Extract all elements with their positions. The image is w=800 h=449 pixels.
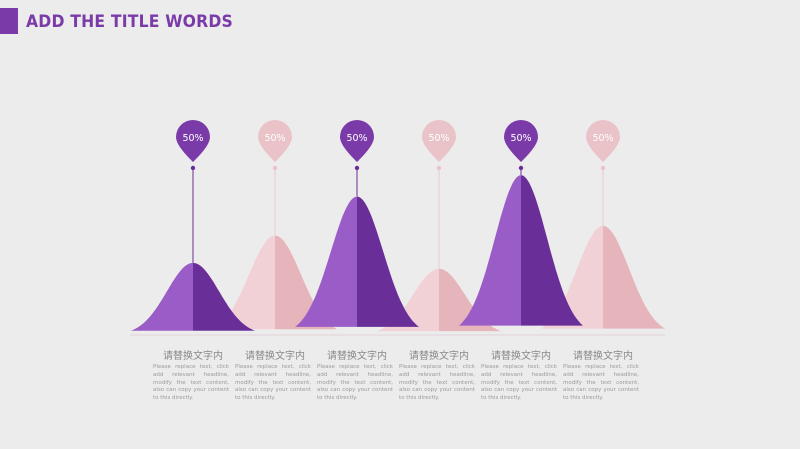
location-pin-icon [504, 120, 538, 162]
connector-dot [190, 165, 196, 171]
column-heading: 请替换文字内 [327, 351, 387, 362]
pin-label: 50% [182, 133, 203, 144]
location-pin-icon [176, 120, 210, 162]
pin-label: 50% [264, 133, 285, 144]
pin-label: 50% [346, 133, 367, 144]
location-pin-icon [340, 120, 374, 162]
page-title: ADD THE TITLE WORDS [26, 12, 233, 32]
column-heading: 请替换文字内 [491, 351, 551, 362]
column-body-text: Please replace text, click add relevant … [481, 364, 557, 402]
connector-dot [600, 165, 606, 171]
location-pin-icon [422, 120, 456, 162]
marker-4: 50% [422, 120, 456, 269]
curve-1 [131, 262, 255, 331]
column-body-text: Please replace text, click add relevant … [399, 364, 475, 402]
title-accent-bar [0, 8, 18, 34]
column-heading: 请替换文字内 [245, 351, 305, 362]
location-pin-icon [586, 120, 620, 162]
pin-label: 50% [428, 133, 449, 144]
marker-6: 50% [586, 120, 620, 226]
column-heading: 请替换文字内 [573, 351, 633, 362]
curve-2 [213, 235, 337, 330]
column-body-text: Please replace text, click add relevant … [563, 364, 639, 402]
pin-label: 50% [592, 133, 613, 144]
connector-dot [354, 165, 360, 171]
curve-3 [295, 196, 419, 327]
marker-3: 50% [340, 120, 374, 197]
marker-1: 50% [176, 120, 210, 263]
location-pin-icon [257, 119, 292, 162]
column-body-text: Please replace text, click add relevant … [153, 364, 229, 402]
column-body-text: Please replace text, click add relevant … [317, 364, 393, 402]
curves [131, 175, 665, 332]
pin-label: 50% [510, 133, 531, 144]
column-heading: 请替换文字内 [409, 351, 469, 362]
marker-5: 50% [504, 120, 538, 176]
curve-6 [541, 225, 665, 329]
column-body-text: Please replace text, click add relevant … [235, 364, 311, 402]
connector-dot [272, 165, 278, 171]
marker-2: 50% [257, 119, 292, 236]
connector-dot [436, 165, 442, 171]
curve-5 [459, 175, 583, 326]
column-heading: 请替换文字内 [163, 351, 223, 362]
connector-dot [518, 165, 524, 171]
